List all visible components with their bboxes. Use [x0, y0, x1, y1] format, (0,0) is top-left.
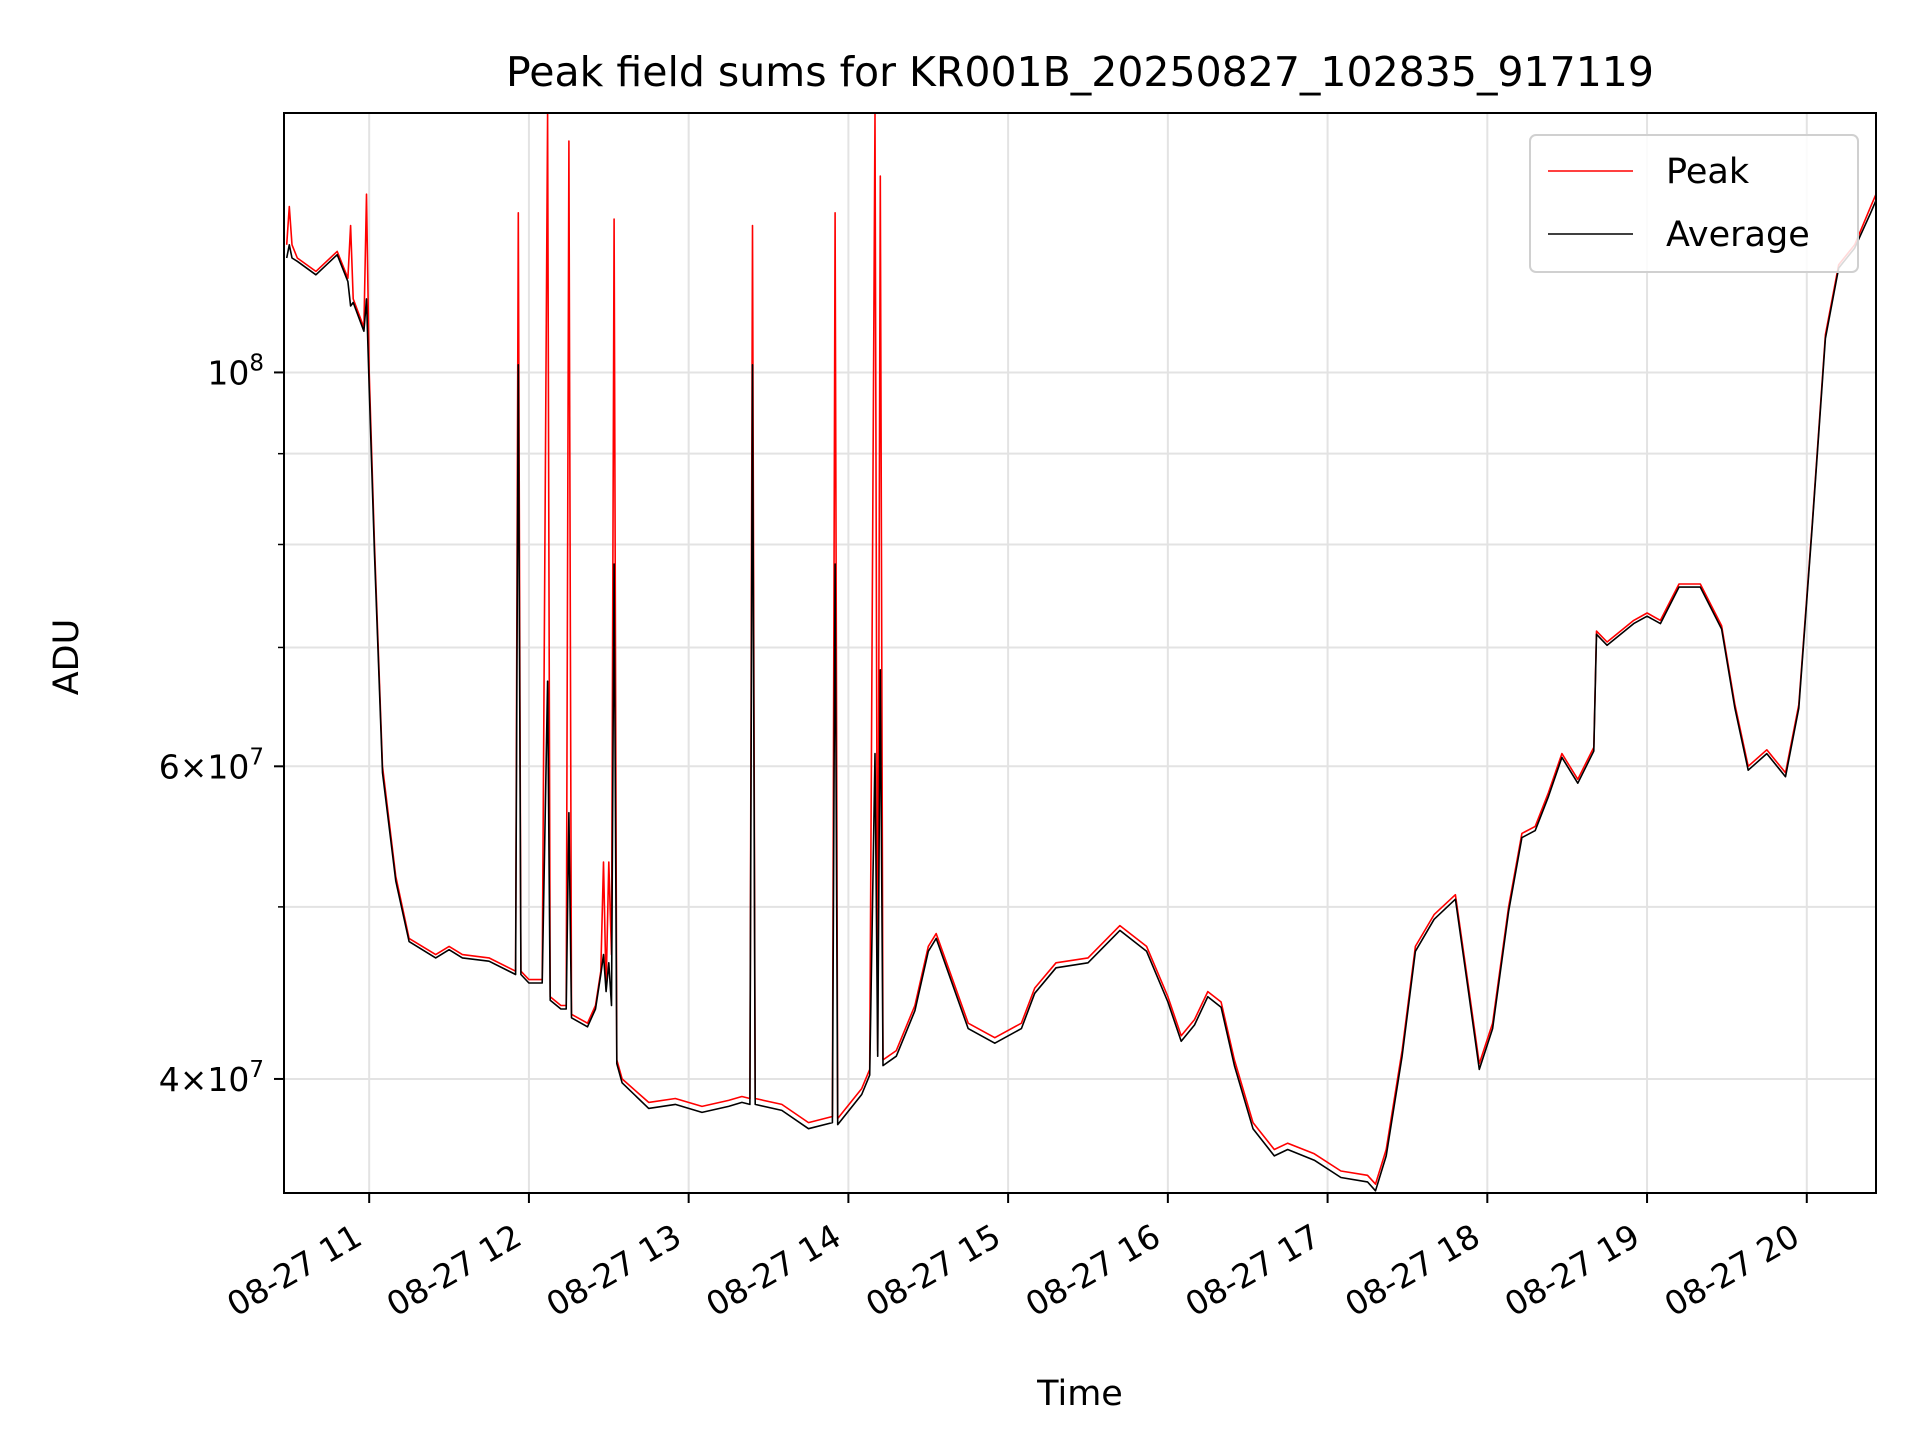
legend-average-label: Average: [1666, 215, 1810, 255]
y-tick-label: 108: [207, 350, 264, 392]
y-axis-label: ADU: [47, 619, 87, 696]
series-line-peak: [285, 112, 1877, 1185]
plot-lines: [285, 112, 1877, 1192]
y-tick-label: 6×107: [159, 744, 264, 786]
y-axis-ticks: 108 6×107 4×107: [159, 350, 284, 1099]
legend: Peak Average: [1529, 134, 1859, 273]
y-tick-label: 4×107: [159, 1057, 264, 1099]
legend-peak-label: Peak: [1666, 152, 1750, 192]
plot-frame: [283, 112, 1877, 1194]
legend-box: [1529, 134, 1859, 273]
x-axis-label: Time: [1036, 1374, 1123, 1414]
series-line-average: [285, 200, 1877, 1192]
chart-title: Peak field sums for KR001B_20250827_1028…: [506, 48, 1654, 96]
